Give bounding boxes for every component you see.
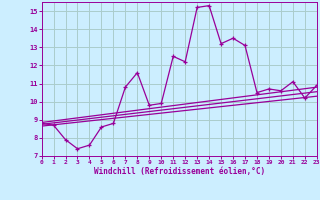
X-axis label: Windchill (Refroidissement éolien,°C): Windchill (Refroidissement éolien,°C) [94, 167, 265, 176]
